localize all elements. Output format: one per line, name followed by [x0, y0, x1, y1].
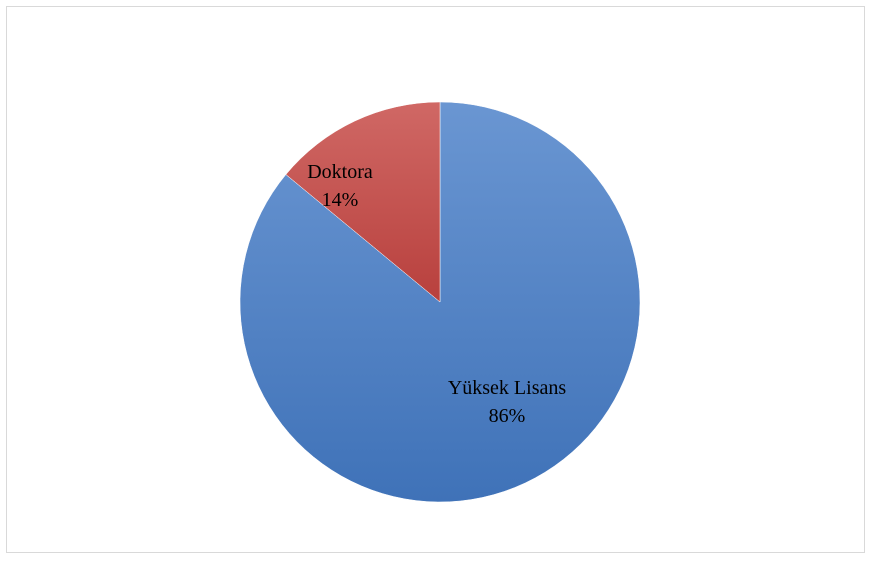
chart-frame: Doktora 14% Yüksek Lisans 86%: [6, 6, 865, 553]
label-doktora-percent: 14%: [322, 189, 359, 211]
label-doktora-name: Doktora: [307, 161, 373, 183]
pie-chart: Doktora 14% Yüksek Lisans 86%: [239, 101, 641, 503]
label-yuksek-lisans-percent: 86%: [489, 405, 526, 427]
slice-doktora: [285, 101, 441, 303]
label-yuksek-lisans-name: Yüksek Lisans: [448, 377, 567, 399]
